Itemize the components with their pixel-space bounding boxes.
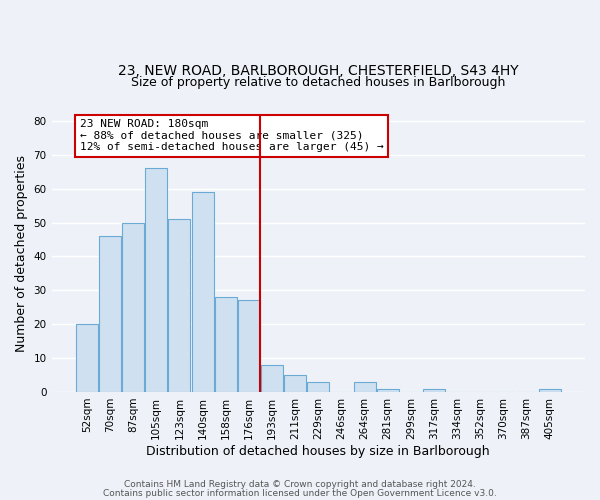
Text: Contains public sector information licensed under the Open Government Licence v3: Contains public sector information licen…	[103, 488, 497, 498]
X-axis label: Distribution of detached houses by size in Barlborough: Distribution of detached houses by size …	[146, 444, 490, 458]
Text: 23 NEW ROAD: 180sqm
← 88% of detached houses are smaller (325)
12% of semi-detac: 23 NEW ROAD: 180sqm ← 88% of detached ho…	[80, 119, 383, 152]
Bar	[145, 168, 167, 392]
Bar	[261, 365, 283, 392]
Bar	[353, 382, 376, 392]
Title: Size of property relative to detached houses in Barlborough: Size of property relative to detached ho…	[131, 76, 505, 90]
Bar	[215, 297, 236, 392]
Bar	[284, 375, 306, 392]
Bar	[191, 192, 214, 392]
Text: Contains HM Land Registry data © Crown copyright and database right 2024.: Contains HM Land Registry data © Crown c…	[124, 480, 476, 489]
Y-axis label: Number of detached properties: Number of detached properties	[15, 154, 28, 352]
Bar	[122, 222, 144, 392]
Bar	[539, 388, 561, 392]
Bar	[76, 324, 98, 392]
Bar	[238, 300, 260, 392]
Bar	[307, 382, 329, 392]
Text: 23, NEW ROAD, BARLBOROUGH, CHESTERFIELD, S43 4HY: 23, NEW ROAD, BARLBOROUGH, CHESTERFIELD,…	[118, 64, 518, 78]
Bar	[377, 388, 399, 392]
Bar	[169, 219, 190, 392]
Bar	[99, 236, 121, 392]
Bar	[423, 388, 445, 392]
